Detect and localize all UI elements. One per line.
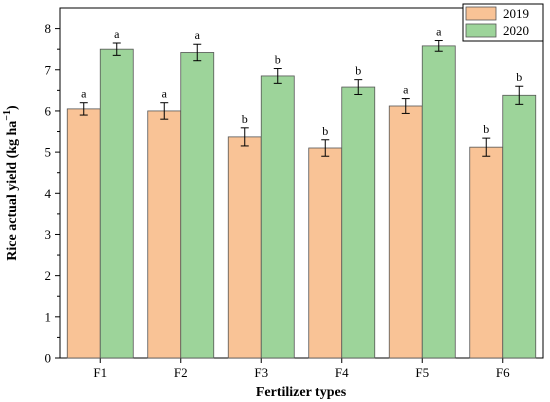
y-axis-title: Rice actual yield (kg ha−1): [2, 105, 20, 261]
y-tick-label: 5: [45, 145, 52, 160]
error-bars: [79, 40, 524, 157]
plot-frame: [59, 7, 544, 359]
bar-2020-F5: [421, 45, 456, 359]
x-tick-label: F1: [93, 365, 107, 380]
significance-letter: a: [162, 87, 168, 101]
legend-label-2020: 2020: [503, 23, 529, 38]
legend-swatch-2019: [465, 6, 497, 21]
bar-2019-F5: [388, 105, 423, 359]
y-tick-label: 6: [45, 103, 52, 118]
significance-letter: b: [322, 124, 328, 138]
bar-2019-F2: [147, 110, 182, 359]
y-tick-label: 1: [45, 309, 52, 324]
bar-2019-F1: [66, 108, 101, 359]
y-tick-label: 8: [45, 21, 52, 36]
x-tick-label: F3: [254, 365, 268, 380]
bar-2020-F6: [502, 94, 537, 359]
x-tick-label: F5: [415, 365, 429, 380]
significance-letter: a: [114, 27, 120, 41]
y-axis: 0 1 2 3 4 5 6 7 8: [45, 21, 60, 366]
significance-letter: b: [275, 53, 281, 67]
x-axis: F1 F2 F3 F4 F5 F6: [93, 358, 510, 380]
y-tick-label: 0: [45, 351, 52, 366]
y-tick-label: 4: [45, 186, 52, 201]
significance-letter: a: [403, 83, 409, 97]
bar-2020-F2: [180, 52, 215, 359]
bar-2020-F1: [99, 48, 134, 359]
bars: [66, 45, 537, 359]
significance-letter: a: [436, 25, 442, 39]
legend: 2019 2020: [462, 3, 544, 42]
legend-label-2019: 2019: [503, 6, 529, 21]
significance-letter: b: [355, 64, 361, 78]
x-tick-label: F6: [496, 365, 510, 380]
legend-swatch-2020: [465, 23, 497, 38]
bar-2020-F3: [260, 75, 295, 359]
significance-letter: a: [195, 28, 201, 42]
bar-2019-F3: [227, 136, 262, 359]
bar-2019-F4: [308, 147, 343, 359]
bar-2019-F6: [469, 146, 504, 359]
x-axis-title: Fertilizer types: [256, 385, 347, 400]
significance-letter: b: [242, 112, 248, 126]
significance-labels: a a a a b b b b a a b b: [81, 25, 522, 138]
plot-area: [59, 7, 544, 359]
significance-letter: a: [81, 87, 87, 101]
significance-letter: b: [483, 122, 489, 136]
y-tick-label: 3: [45, 227, 52, 242]
y-tick-label: 2: [45, 268, 52, 283]
y-tick-label: 7: [45, 62, 52, 77]
x-tick-label: F2: [174, 365, 188, 380]
significance-letter: b: [516, 70, 522, 84]
bar-2020-F4: [341, 86, 376, 359]
x-tick-label: F4: [335, 365, 349, 380]
